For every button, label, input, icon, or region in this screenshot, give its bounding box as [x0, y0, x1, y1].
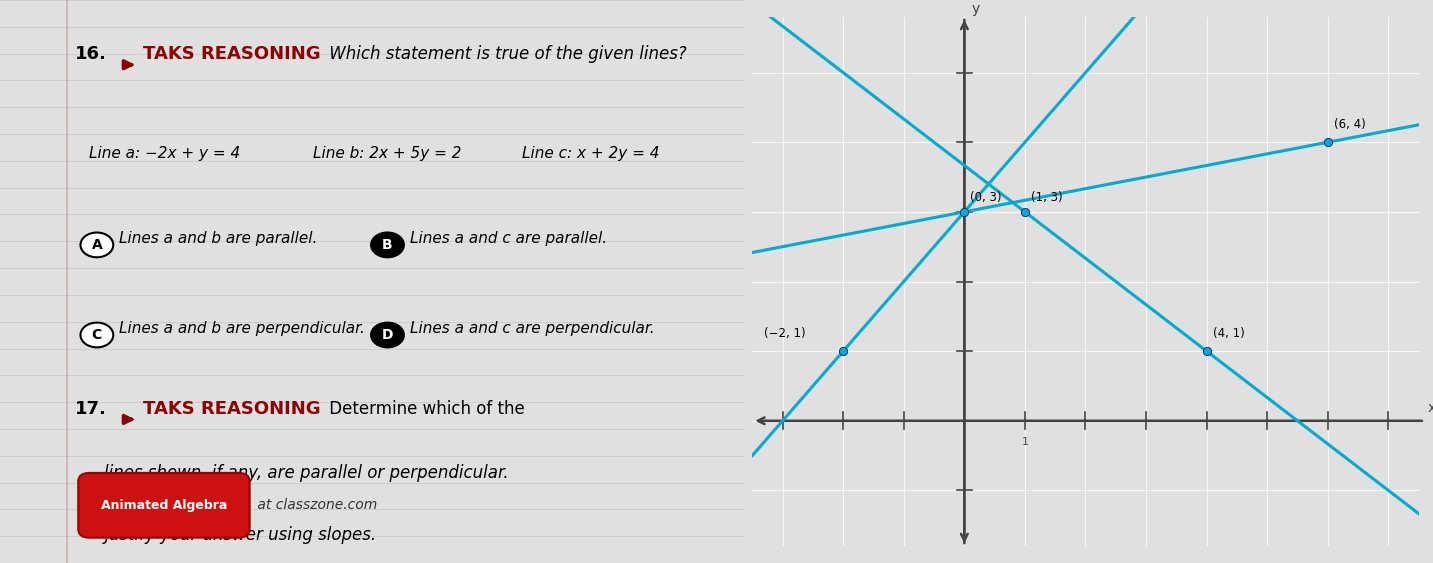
Circle shape — [371, 323, 404, 347]
Text: C: C — [92, 328, 102, 342]
Text: Lines a and c are parallel.: Lines a and c are parallel. — [410, 231, 608, 246]
Circle shape — [80, 323, 113, 347]
Text: Determine which of the: Determine which of the — [324, 400, 524, 418]
Text: (1, 3): (1, 3) — [1030, 191, 1063, 204]
FancyBboxPatch shape — [79, 473, 249, 538]
Text: Lines a and c are perpendicular.: Lines a and c are perpendicular. — [410, 321, 655, 336]
Text: Which statement is true of the given lines?: Which statement is true of the given lin… — [324, 45, 686, 63]
Text: (0, 3): (0, 3) — [970, 191, 1002, 204]
Text: (4, 1): (4, 1) — [1212, 327, 1244, 340]
Text: lines shown, if any, are parallel or perpendicular.: lines shown, if any, are parallel or per… — [105, 464, 509, 482]
Text: at classzone.com: at classzone.com — [254, 498, 378, 512]
Text: Lines a and b are parallel.: Lines a and b are parallel. — [119, 231, 318, 246]
Text: 16.: 16. — [75, 45, 106, 63]
Text: (−2, 1): (−2, 1) — [764, 327, 807, 340]
Text: TAKS REASONING: TAKS REASONING — [143, 45, 321, 63]
Text: A: A — [92, 238, 102, 252]
Text: Lines a and b are perpendicular.: Lines a and b are perpendicular. — [119, 321, 365, 336]
Text: Line c: x + 2y = 4: Line c: x + 2y = 4 — [522, 146, 659, 162]
Text: B: B — [383, 238, 393, 252]
Text: Animated Algebra: Animated Algebra — [100, 499, 226, 512]
Text: D: D — [381, 328, 393, 342]
Text: Line a: −2x + y = 4: Line a: −2x + y = 4 — [89, 146, 241, 162]
Circle shape — [80, 233, 113, 257]
Text: TAKS REASONING: TAKS REASONING — [143, 400, 321, 418]
Circle shape — [371, 233, 404, 257]
Text: (6, 4): (6, 4) — [1334, 118, 1366, 131]
Text: Line b: 2x + 5y = 2: Line b: 2x + 5y = 2 — [312, 146, 461, 162]
Text: y: y — [972, 2, 980, 16]
Text: x: x — [1427, 401, 1433, 415]
Text: 1: 1 — [1022, 437, 1029, 447]
Text: Justify your answer using slopes.: Justify your answer using slopes. — [105, 526, 377, 544]
Text: 17.: 17. — [75, 400, 106, 418]
